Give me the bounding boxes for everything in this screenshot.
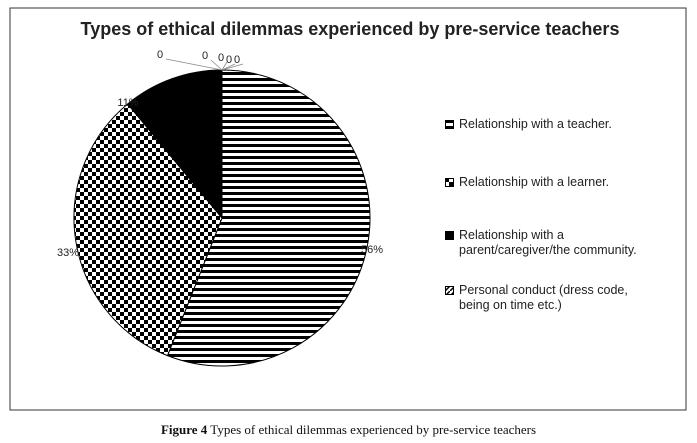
legend-label: Relationship with a learner. [459, 175, 610, 189]
data-label: 33% [57, 247, 79, 259]
legend-swatch-box [445, 286, 454, 295]
pie-slice [166, 69, 371, 367]
caption-text: Types of ethical dilemmas experienced by… [210, 422, 537, 437]
leader-line [221, 63, 244, 71]
legend-swatch [445, 286, 454, 295]
data-label: 0 [226, 54, 232, 66]
chart-title: Types of ethical dilemmas experienced by… [81, 19, 620, 39]
data-label: 56% [361, 244, 383, 256]
caption-label: Figure 4 [160, 422, 208, 437]
data-label: 0 [218, 52, 224, 64]
leader-line [221, 61, 228, 71]
legend-item: Personal conduct (dress code, being on t… [445, 283, 649, 313]
legend-label: Relationship with a parent/caregiver/the… [459, 228, 637, 257]
legend-item: Relationship with a parent/caregiver/the… [445, 228, 649, 258]
data-label: 0 [202, 50, 208, 62]
data-label: 11% [117, 97, 138, 109]
leader-line [221, 63, 236, 71]
legend-label: Relationship with a teacher. [459, 117, 612, 131]
data-label: 0 [234, 54, 240, 66]
figure-caption: Figure 4 Types of ethical dilemmas exper… [0, 422, 697, 438]
legend-swatch-box [445, 231, 454, 240]
legend-label: Personal conduct (dress code, being on t… [459, 283, 628, 312]
legend-swatch [445, 178, 454, 187]
leader-line [210, 59, 223, 71]
legend-swatch-box [445, 178, 454, 187]
data-label: 0 [157, 49, 163, 61]
pie-slice [126, 69, 223, 220]
legend-swatch-box [445, 120, 454, 129]
legend-item: Relationship with a teacher. [445, 117, 649, 132]
legend-swatch [445, 120, 454, 129]
pie-slice [73, 103, 223, 357]
legend-item: Relationship with a learner. [445, 175, 649, 190]
leader-line [165, 58, 223, 71]
legend-swatch [445, 231, 454, 240]
